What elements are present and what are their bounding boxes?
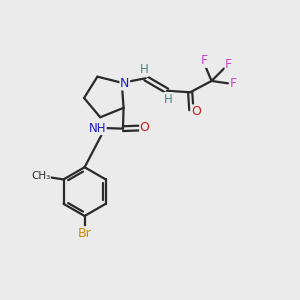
Text: N: N bbox=[120, 77, 130, 90]
Text: F: F bbox=[200, 54, 207, 67]
Text: CH₃: CH₃ bbox=[31, 171, 50, 181]
Text: O: O bbox=[191, 105, 201, 118]
Text: Br: Br bbox=[78, 227, 92, 240]
Text: F: F bbox=[230, 77, 237, 90]
Text: H: H bbox=[140, 64, 148, 76]
Text: F: F bbox=[225, 58, 233, 71]
Text: NH: NH bbox=[89, 122, 106, 135]
Text: H: H bbox=[164, 93, 172, 106]
Text: O: O bbox=[140, 121, 150, 134]
